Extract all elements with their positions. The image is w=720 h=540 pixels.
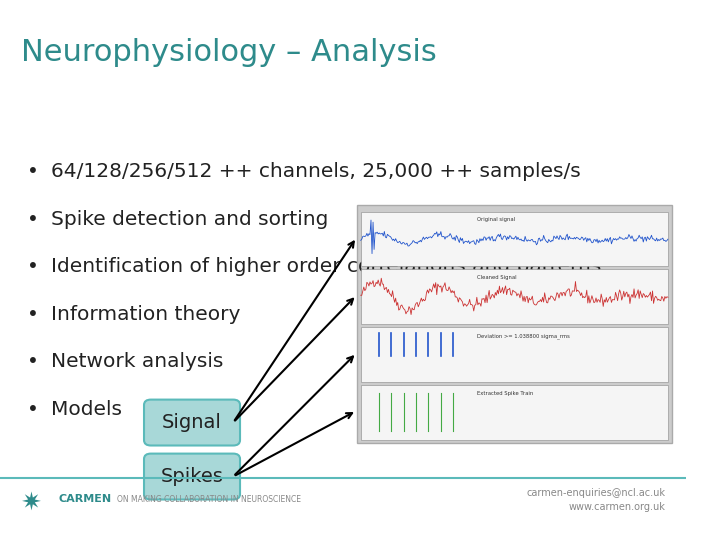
Text: •: • <box>27 305 40 323</box>
FancyBboxPatch shape <box>356 205 672 443</box>
Text: 64/128/256/512 ++ channels, 25,000 ++ samples/s: 64/128/256/512 ++ channels, 25,000 ++ sa… <box>51 162 581 181</box>
FancyBboxPatch shape <box>361 212 668 266</box>
Text: Models: Models <box>51 400 122 419</box>
Text: ✷: ✷ <box>21 490 42 514</box>
Text: Neurophysiology – Analysis: Neurophysiology – Analysis <box>21 38 436 67</box>
Text: carmen-enquiries@ncl.ac.uk
www.carmen.org.uk: carmen-enquiries@ncl.ac.uk www.carmen.or… <box>526 488 665 511</box>
Text: Deviation >= 1.038800 sigma_rms: Deviation >= 1.038800 sigma_rms <box>477 333 570 339</box>
Text: Original signal: Original signal <box>477 218 516 222</box>
Text: •: • <box>27 257 40 276</box>
Text: ON MAKING COLLABORATION IN NEUROSCIENCE: ON MAKING COLLABORATION IN NEUROSCIENCE <box>117 495 300 504</box>
Text: Information theory: Information theory <box>51 305 240 323</box>
FancyBboxPatch shape <box>144 400 240 446</box>
Text: Spikes: Spikes <box>161 467 223 486</box>
Text: Network analysis: Network analysis <box>51 352 224 371</box>
Text: Signal: Signal <box>162 413 222 432</box>
Text: •: • <box>27 400 40 419</box>
Text: Extracted Spike Train: Extracted Spike Train <box>477 391 534 396</box>
Text: Identification of higher order correlations and patterns: Identification of higher order correlati… <box>51 257 602 276</box>
Text: •: • <box>27 210 40 228</box>
FancyBboxPatch shape <box>144 454 240 500</box>
Text: Spike detection and sorting: Spike detection and sorting <box>51 210 329 228</box>
Text: Cleaned Signal: Cleaned Signal <box>477 275 517 280</box>
Text: •: • <box>27 352 40 371</box>
Text: •: • <box>27 162 40 181</box>
FancyBboxPatch shape <box>361 385 668 440</box>
Text: CARMEN: CARMEN <box>58 495 112 504</box>
FancyBboxPatch shape <box>361 327 668 382</box>
FancyBboxPatch shape <box>361 269 668 324</box>
